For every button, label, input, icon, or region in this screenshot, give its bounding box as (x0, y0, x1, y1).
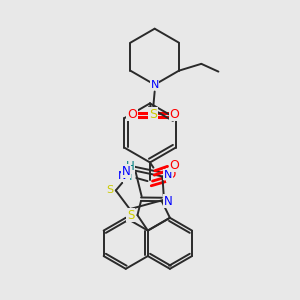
Text: S: S (149, 108, 157, 121)
Text: H: H (123, 172, 132, 182)
Text: O: O (169, 159, 179, 172)
Text: O: O (127, 108, 137, 121)
Text: N: N (164, 195, 172, 208)
Text: N: N (151, 80, 159, 90)
Text: O: O (169, 108, 179, 121)
Text: S: S (106, 184, 113, 194)
Text: O: O (167, 168, 176, 182)
Text: N: N (164, 170, 172, 180)
Text: N: N (122, 165, 130, 178)
Text: N: N (118, 171, 126, 182)
Text: H: H (126, 160, 134, 173)
Text: S: S (127, 209, 134, 222)
